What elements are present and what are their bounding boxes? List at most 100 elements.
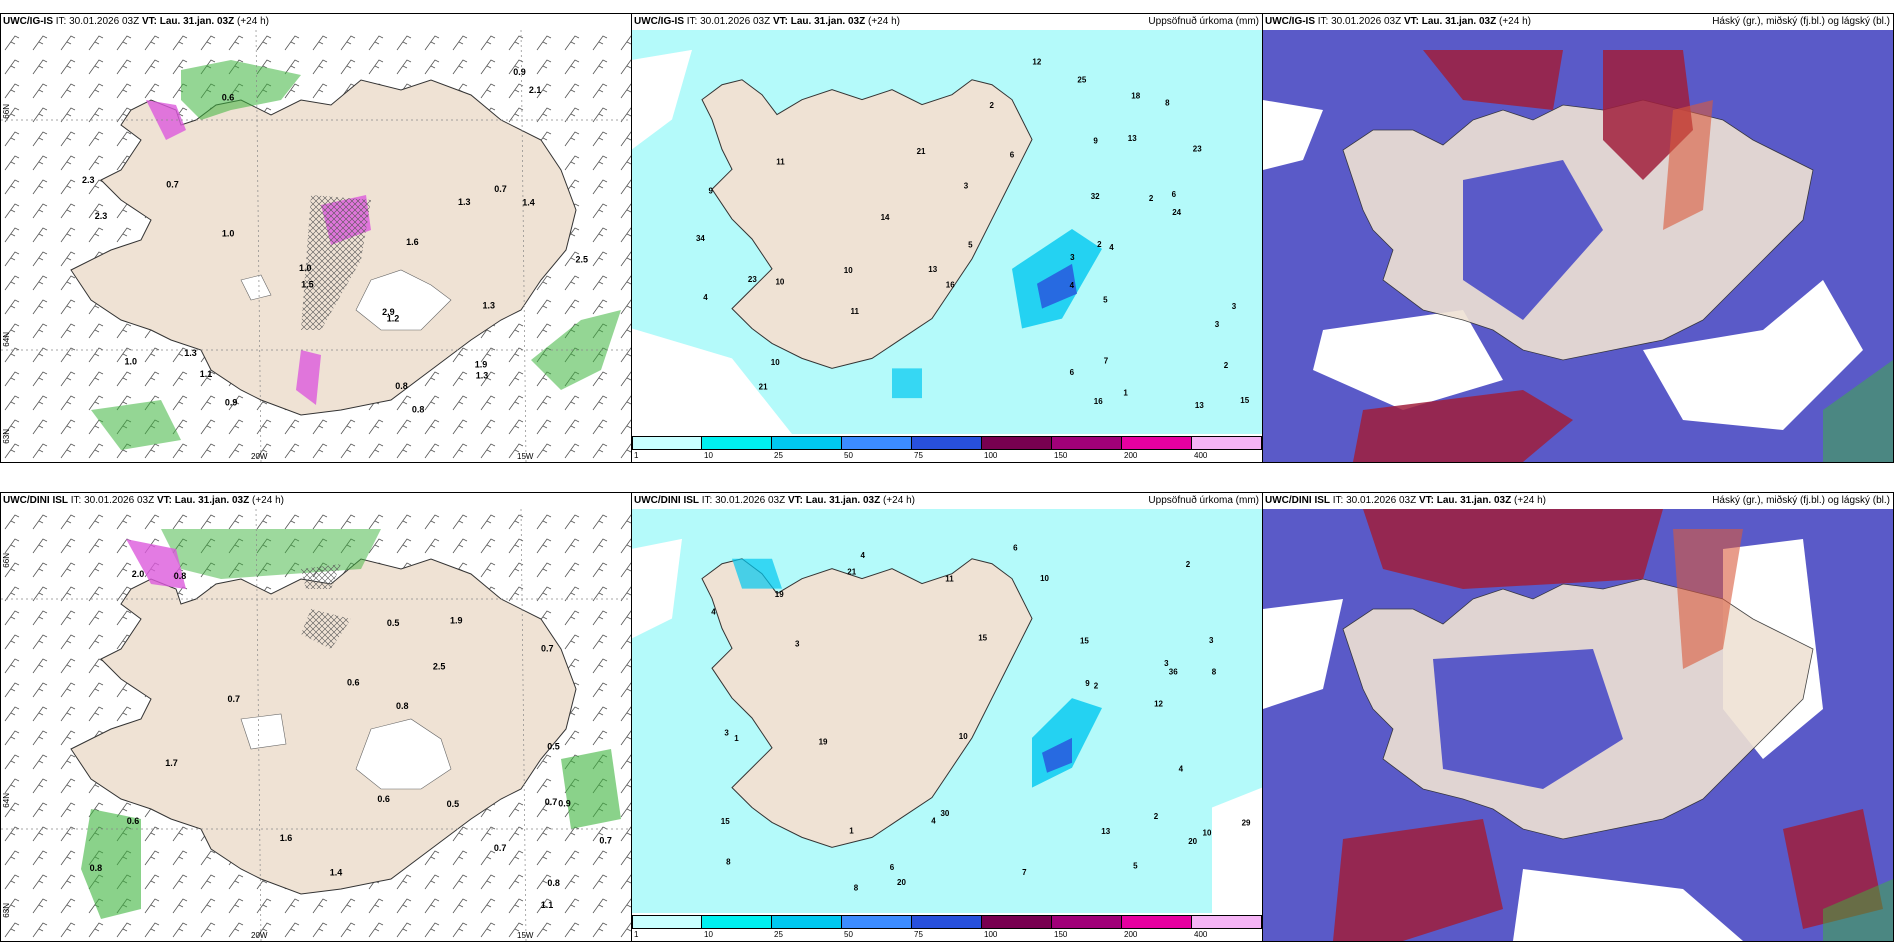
value-label: 0.7 <box>166 180 179 190</box>
value-label: 0.8 <box>174 571 187 581</box>
value-label: 3 <box>1070 253 1075 262</box>
value-label: 1.9 <box>475 360 488 370</box>
lat-label: 64N <box>2 793 11 808</box>
value-label: 2.9 <box>382 307 395 317</box>
colorbar-swatch <box>702 436 772 450</box>
dry-area <box>632 328 792 434</box>
it-time: 30.01.2026 03Z <box>69 16 140 27</box>
value-label: 0.9 <box>513 67 526 77</box>
dry-area <box>1212 787 1262 913</box>
value-label: 2.1 <box>529 85 542 95</box>
value-label: 1.1 <box>541 900 554 910</box>
colorbar-tick: 400 <box>1194 930 1208 939</box>
colorbar-tick: 150 <box>1054 930 1068 939</box>
value-label: 15 <box>1240 396 1249 405</box>
value-label: 2 <box>1149 194 1154 203</box>
colorbar-tick: 10 <box>704 451 713 460</box>
value-label: 12 <box>1154 699 1163 708</box>
lon-label: 20W <box>251 452 268 461</box>
value-label: 1 <box>1123 388 1128 397</box>
value-label: 13 <box>1101 827 1110 836</box>
panel-dini-wind-precip: UWC/DINI ISL IT: 30.01.2026 03Z VT: Lau.… <box>0 492 632 942</box>
lon-label: 20W <box>251 931 268 940</box>
lead-time: (+24 h) <box>883 495 915 506</box>
high-cloud <box>1423 50 1563 110</box>
colorbar: 1 10 25 50 75 100 150 200 400 <box>632 434 1262 462</box>
it-label: IT: <box>701 495 713 506</box>
hatched-area <box>301 609 351 649</box>
panel-ig-is-clouds: UWC/IG-IS IT: 30.01.2026 03Z VT: Lau. 31… <box>1262 13 1894 463</box>
value-label: 1.0 <box>125 356 138 366</box>
panel-title: UWC/DINI ISL IT: 30.01.2026 03Z VT: Lau.… <box>1263 493 1893 509</box>
heavy-precip <box>1042 737 1072 773</box>
value-label: 6 <box>1010 150 1015 159</box>
value-label: 7 <box>1022 868 1027 877</box>
value-label: 18 <box>1131 91 1140 100</box>
value-label: 15 <box>721 817 730 826</box>
vt-label: VT: <box>787 495 803 506</box>
value-label: 36 <box>1169 668 1178 677</box>
field-title: Háský (gr.), miðský (fj.bl.) og lágský (… <box>1712 495 1890 506</box>
lead-time: (+24 h) <box>252 495 284 506</box>
low-cloud <box>1463 160 1603 320</box>
colorbar-swatch <box>702 915 772 929</box>
lead-time: (+24 h) <box>237 16 269 27</box>
value-label: 2.5 <box>433 661 446 671</box>
value-label: 34 <box>696 234 705 243</box>
value-label: 13 <box>928 265 937 274</box>
colorbar-tick: 25 <box>774 930 783 939</box>
green-cloud <box>1823 360 1893 462</box>
value-label: 2 <box>1224 361 1229 370</box>
clear-area <box>1263 599 1343 709</box>
vt-label: VT: <box>772 16 788 27</box>
panel-title: UWC/DINI ISL IT: 30.01.2026 03Z VT: Lau.… <box>1 493 631 509</box>
map-svg <box>1263 30 1893 462</box>
value-label: 14 <box>881 213 890 222</box>
value-label: 1.7 <box>165 758 178 768</box>
precip-area <box>81 809 141 919</box>
iceland-landmass <box>70 558 577 895</box>
value-label: 1 <box>734 734 739 743</box>
panel-title: UWC/IG-IS IT: 30.01.2026 03Z VT: Lau. 31… <box>1263 14 1893 30</box>
low-cloud <box>1433 649 1623 789</box>
value-label: 0.7 <box>599 835 612 845</box>
colorbar-swatch <box>912 915 982 929</box>
value-label: 2 <box>1186 560 1191 569</box>
colorbar-swatch <box>842 436 912 450</box>
value-label: 2.5 <box>576 254 589 264</box>
value-label: 1.6 <box>406 237 419 247</box>
value-label: 2 <box>1094 681 1099 690</box>
value-label: 1.4 <box>522 198 535 208</box>
colorbar-swatch <box>1052 436 1122 450</box>
value-label: 8 <box>854 883 859 892</box>
value-label: 15 <box>1080 637 1089 646</box>
snow-area <box>296 350 321 405</box>
colorbar-tick: 1 <box>634 930 639 939</box>
value-label: 8 <box>726 857 731 866</box>
value-label: 9 <box>1085 679 1090 688</box>
panel-dini-accum-precip: UWC/DINI ISL IT: 30.01.2026 03Z VT: Lau.… <box>631 492 1263 942</box>
map-area <box>1263 30 1893 462</box>
map-svg <box>1263 509 1893 941</box>
value-label: 16 <box>946 281 955 290</box>
value-label: 6 <box>1070 368 1075 377</box>
value-label: 4 <box>931 816 936 825</box>
value-label: 1.0 <box>299 263 312 273</box>
vt-label: VT: <box>156 495 172 506</box>
value-label: 5 <box>1103 295 1108 304</box>
panel-title: UWC/IG-IS IT: 30.01.2026 03Z VT: Lau. 31… <box>632 14 1262 30</box>
iceland-landmass <box>701 79 1033 369</box>
model-name: UWC/IG-IS <box>634 16 684 27</box>
colorbar-tick: 200 <box>1124 451 1138 460</box>
value-label: 3 <box>1209 636 1214 645</box>
value-label: 23 <box>1193 145 1202 154</box>
value-label: 29 <box>1242 819 1251 828</box>
iceland-landmass <box>701 558 1033 848</box>
value-label: 1.1 <box>200 369 213 379</box>
value-label: 3 <box>1232 302 1237 311</box>
mid-high-cloud <box>1673 529 1743 669</box>
lead-time: (+24 h) <box>1499 16 1531 27</box>
heavy-precip <box>892 368 922 399</box>
it-time: 30.01.2026 03Z <box>1346 495 1417 506</box>
